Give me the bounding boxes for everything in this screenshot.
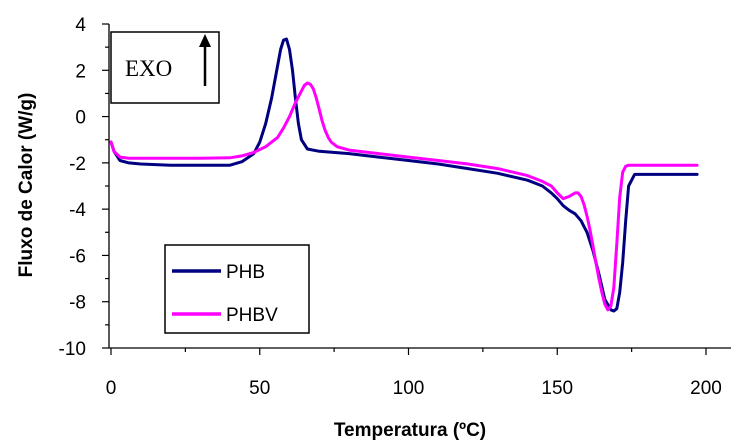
y-tick-label: -10: [59, 339, 86, 360]
series-line-phbv: [109, 81, 699, 312]
y-tick-label: 0: [75, 108, 86, 129]
exo-annotation: EXO: [110, 31, 220, 104]
legend-label-phbv: PHBV: [226, 305, 278, 326]
x-tick-label: 100: [393, 378, 425, 399]
axes: [102, 23, 731, 355]
exo-arrowhead-icon: [199, 34, 211, 47]
tick-labels: 0 50 100 150 200 4 2 0 -2 -4 -6 -8 -10: [59, 15, 722, 399]
x-axis-title: Temperatura (ºC): [334, 420, 486, 441]
x-tick-label: 0: [106, 378, 117, 399]
y-tick-label: -4: [69, 200, 86, 221]
legend: PHB PHBV: [164, 244, 310, 334]
y-tick-label: 2: [75, 61, 86, 82]
legend-label-phb: PHB: [226, 262, 265, 283]
y-tick-label: -2: [69, 154, 86, 175]
exo-label: EXO: [125, 56, 172, 81]
y-tick-label: 4: [75, 15, 86, 36]
y-tick-label: -8: [69, 293, 86, 314]
series-layer: [109, 37, 699, 313]
x-tick-label: 150: [541, 378, 573, 399]
x-tick-label: 200: [690, 378, 722, 399]
y-axis-title: Fluxo de Calor (W/g): [16, 93, 37, 278]
y-tick-label: -6: [69, 246, 86, 267]
series-line-phb: [109, 37, 699, 313]
x-tick-label: 50: [249, 378, 270, 399]
legend-frame: [164, 244, 310, 334]
